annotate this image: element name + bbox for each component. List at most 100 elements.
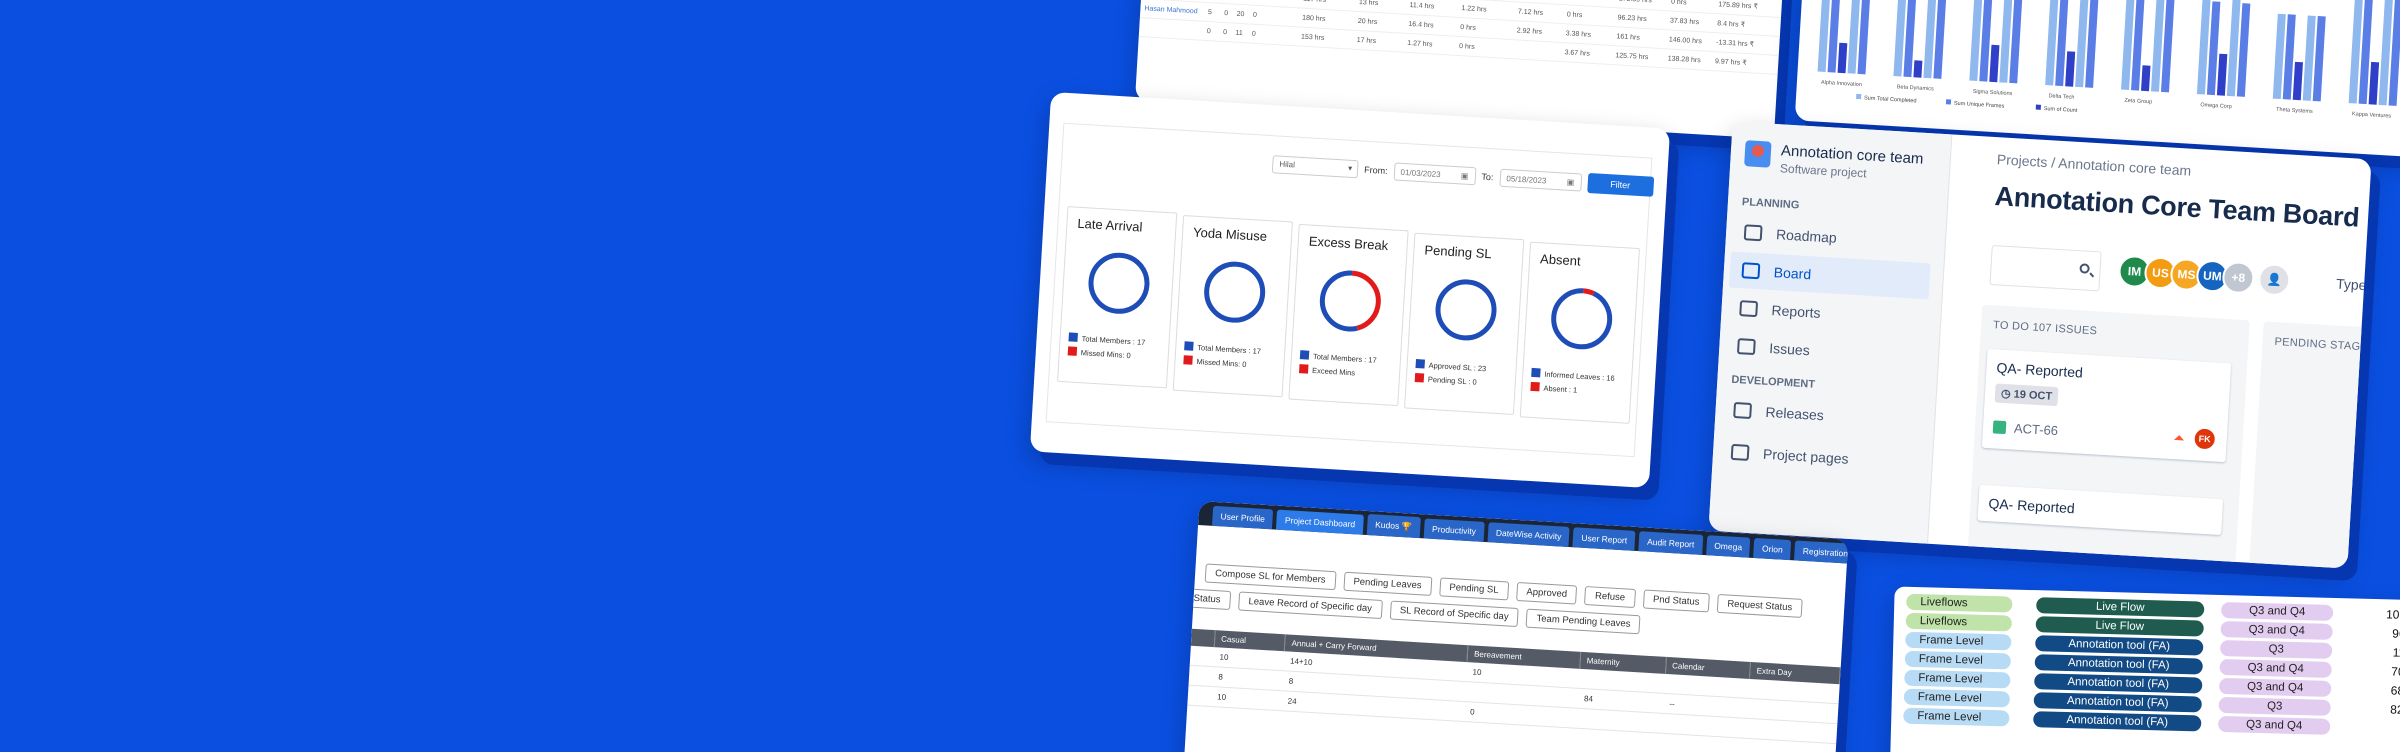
legend-swatch (1530, 381, 1540, 392)
column-title: PENDING STAGE (2274, 335, 2369, 354)
metric-title: Late Arrival (1077, 215, 1143, 235)
bar (2009, 0, 2024, 84)
action-button[interactable]: Leave Record of Specific day (1237, 591, 1383, 619)
action-button[interactable]: SL Record of Specific day (1389, 600, 1520, 628)
metric-card[interactable]: Pending SL Approved SL : 23 Pending SL : 0 (1404, 232, 1525, 415)
metric-card[interactable]: Absent Informed Leaves : 16 Absent : 1 (1519, 241, 1640, 424)
attendance-dashboard-card: Hilal From: 01/03/2023 ▣ To: 05/18/2023 … (1029, 91, 1671, 489)
from-date-input[interactable]: 01/03/2023 ▣ (1393, 162, 1477, 186)
metric-card[interactable]: Yoda Misuse Total Members : 17 Missed Mins… (1172, 214, 1293, 398)
table-cell: 0 hrs (1454, 36, 1513, 59)
count-value: 82413 (2390, 702, 2400, 718)
metric-card[interactable]: Excess Break Total Members : 17 Exceed Min… (1288, 223, 1409, 407)
member-name-link[interactable] (1138, 17, 1204, 41)
type-tag: Liveflows (1906, 593, 2013, 613)
tab-item[interactable]: User Profile (1212, 505, 1274, 530)
table-row: Frame Level Annotation tool (FA) Q3 and Q4… (1904, 669, 2400, 698)
quarter-tag: Q3 and Q4 (2221, 602, 2334, 621)
annotation-tags-card: Liveflows Live Flow Q3 and Q4 108757 Liveflo… (1889, 586, 2400, 752)
tool-tag: Annotation tool (FA) (2034, 654, 2203, 675)
legend-label: Sum Unique Frames (1954, 101, 2005, 110)
roadmap-icon (1743, 224, 1763, 242)
member-select[interactable]: Hilal (1271, 155, 1359, 179)
tab-item[interactable]: User Report (1572, 527, 1636, 551)
from-date-value: 01/03/2023 (1400, 167, 1441, 180)
to-label: To: (1481, 171, 1494, 183)
sidebar-item-label: Reports (1771, 302, 1822, 321)
action-button[interactable]: Refuse (1584, 586, 1636, 608)
donut-segment-accent (1551, 288, 1613, 350)
from-label: From: (1363, 164, 1388, 177)
issue-card[interactable]: QA- Reported ◷ 19 OCT ACT-66 ⏶ FK (1981, 348, 2232, 463)
tab-item[interactable]: Omega (1705, 535, 1751, 558)
table-row: Liveflows Live Flow Q3 and Q4 96501 (1905, 612, 2400, 641)
leave-management-card: User Profile Project Dashboard Kudos 🏆 Prod… (1181, 500, 1849, 752)
tab-item[interactable]: Registration (1794, 540, 1849, 565)
filter-bar: Hilal From: 01/03/2023 ▣ To: 05/18/2023 … (1271, 154, 1654, 197)
bar (1893, 0, 1908, 77)
releases-icon (1733, 401, 1753, 419)
column-pending: PENDING STAGE (2248, 321, 2372, 569)
tab-item[interactable]: DateWise Activity (1487, 522, 1571, 547)
project-sidebar: Annotation core team Software project PL… (1708, 121, 1953, 544)
tab-item[interactable]: Audit Report (1638, 531, 1703, 555)
donut-segment-accent (1319, 270, 1381, 332)
sidebar-item-releases[interactable]: Releases (1721, 391, 1923, 439)
donut-chart (1319, 270, 1381, 332)
add-people-icon[interactable]: 👤 (2257, 262, 2292, 297)
type-filter[interactable]: Type (2335, 275, 2367, 294)
metric-card[interactable]: Late Arrival Total Members : 17 Missed Min… (1057, 206, 1178, 389)
table-cell (1188, 665, 1213, 687)
bar (1837, 42, 1848, 74)
tab-item[interactable]: Productivity (1423, 518, 1485, 542)
metric-legend: Informed Leaves : 16 Absent : 1 (1530, 367, 1615, 400)
bar (2085, 0, 2099, 88)
bar (2216, 53, 2228, 96)
tab-item[interactable]: Project Dashboard (1276, 509, 1364, 535)
board-search-input[interactable] (1989, 244, 2102, 292)
bar (2272, 13, 2286, 100)
tab-item[interactable]: Orion (1753, 537, 1792, 561)
type-tag: Frame Level (1903, 688, 2011, 708)
bar (1989, 44, 2000, 83)
type-tag: Frame Level (1904, 669, 2011, 689)
to-date-input[interactable]: 05/18/2023 ▣ (1498, 168, 1582, 192)
story-icon (1992, 419, 2007, 434)
action-button[interactable]: Team Pending Leaves (1526, 608, 1641, 635)
legend-swatch (1299, 350, 1310, 360)
table-cell (1761, 16, 1781, 37)
breadcrumb[interactable]: Projects / Annotation core team (1996, 151, 2192, 179)
donut-chart (1088, 252, 1150, 314)
filter-button[interactable]: Filter (1586, 172, 1654, 197)
action-button[interactable]: Status (1183, 588, 1232, 610)
legend-swatch (1531, 367, 1541, 378)
action-button[interactable]: Request Status (1716, 593, 1803, 618)
action-button[interactable]: Pending Leaves (1342, 571, 1433, 596)
action-button[interactable]: Compose SL for Members (1204, 563, 1337, 591)
sidebar-item-project-pages[interactable]: Project pages (1718, 433, 1920, 481)
bar (2055, 0, 2069, 87)
project-header[interactable]: Annotation core team Software project (1744, 140, 1924, 184)
tab-item[interactable]: Kudos 🏆 (1366, 513, 1421, 539)
type-tag: Frame Level (1905, 631, 2012, 651)
action-button[interactable]: Approved (1515, 581, 1578, 605)
action-button[interactable]: Pnd Status (1642, 589, 1710, 613)
table-cell: 0 (1218, 22, 1233, 42)
dashboard-panel: Hilal From: 01/03/2023 ▣ To: 05/18/2023 … (1045, 122, 1654, 458)
bar (2131, 0, 2145, 91)
search-icon (2079, 263, 2090, 274)
type-tag: Frame Level (1903, 707, 2010, 727)
issue-card[interactable]: QA- Reported (1977, 484, 2224, 536)
table-row: Liveflows Live Flow Q3 and Q4 108757 (1906, 593, 2400, 622)
member-avatar[interactable]: +8 (2221, 260, 2256, 295)
count-value: 68483 (2390, 683, 2400, 699)
table-cell: 3.67 hrs (1560, 42, 1612, 65)
table-cell (1746, 718, 1837, 744)
assignee-avatar[interactable]: FK (2192, 426, 2218, 452)
table-cell: 17 hrs (1352, 30, 1404, 53)
table-cell (1661, 713, 1748, 739)
board-main: Projects / Annotation core team Annotati… (1944, 135, 2372, 569)
bar (2045, 0, 2059, 86)
category-label: Omega Corp (2200, 102, 2232, 110)
action-button[interactable]: Pending SL (1438, 577, 1510, 601)
